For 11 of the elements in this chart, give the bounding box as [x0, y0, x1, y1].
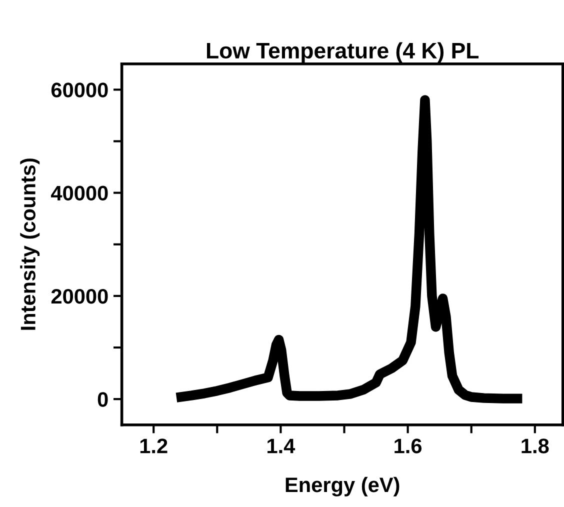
- y-axis-title: Intensity (counts): [20, 158, 40, 330]
- y-tick-label: 40000: [51, 186, 108, 201]
- y-tick-label: 60000: [51, 82, 108, 98]
- x-tick-label: 1.2: [140, 438, 168, 454]
- x-tick-label: 1.4: [268, 438, 296, 454]
- x-tick-label: 1.6: [394, 438, 422, 454]
- y-tick-label: 20000: [51, 288, 108, 304]
- y-tick-label: 0: [98, 392, 108, 407]
- x-tick-label: 1.8: [522, 438, 549, 454]
- x-axis-title: Energy (eV): [286, 476, 400, 496]
- chart-title: Low Temperature (4 K) PL: [206, 42, 479, 63]
